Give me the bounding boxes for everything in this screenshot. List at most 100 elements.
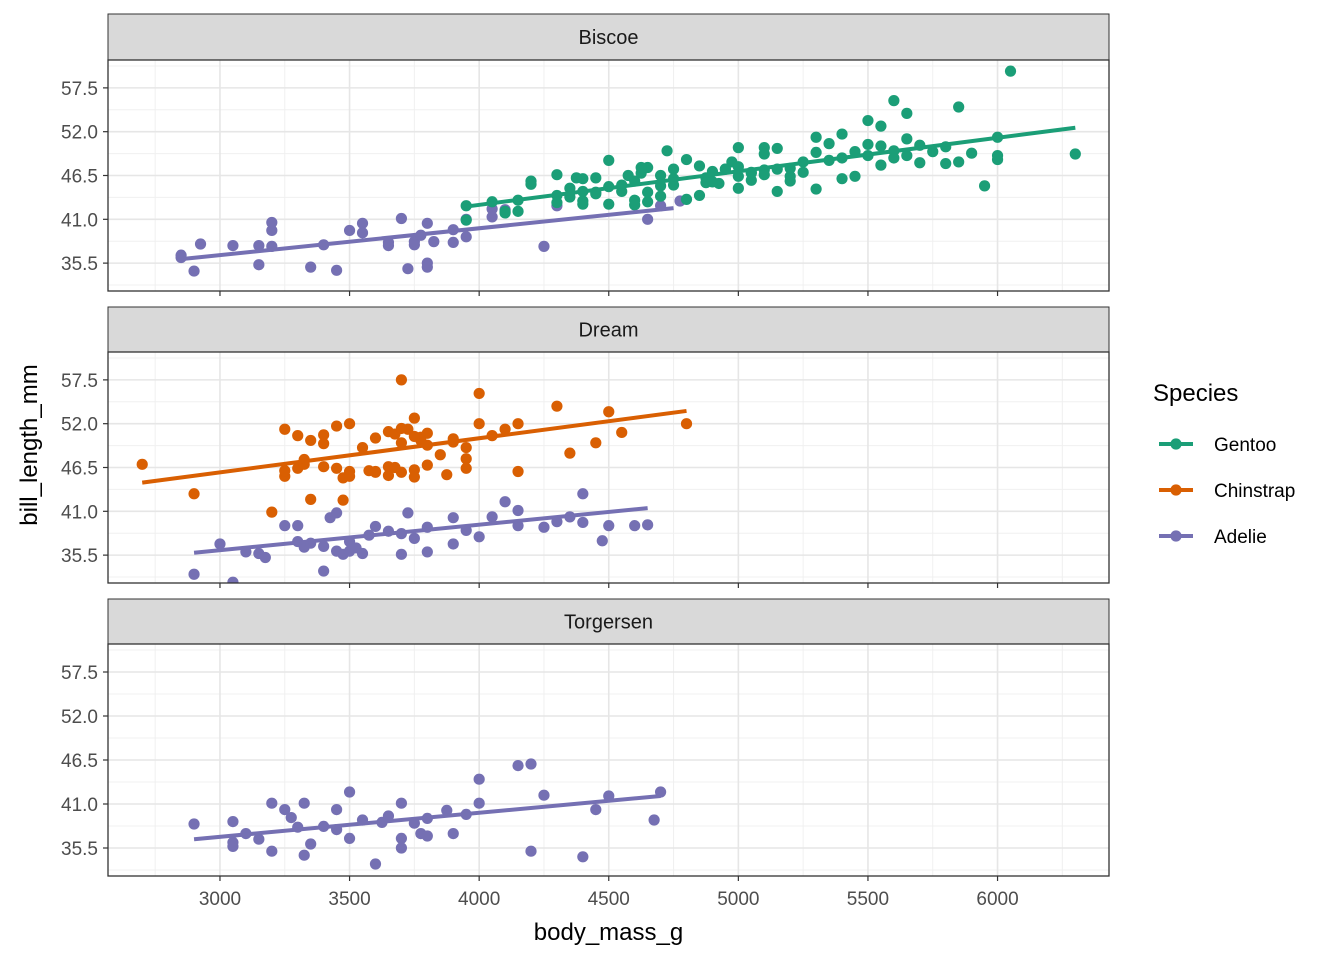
data-point xyxy=(343,470,356,482)
trend-line-gentoo xyxy=(465,125,1076,209)
data-point xyxy=(888,95,900,107)
data-point xyxy=(356,227,369,239)
data-point xyxy=(227,239,239,252)
data-point xyxy=(525,845,537,857)
data-point xyxy=(227,840,239,853)
data-point xyxy=(369,858,382,870)
data-point xyxy=(331,507,343,519)
facet-strip xyxy=(107,13,1110,61)
trend-line-adelie xyxy=(193,794,661,842)
data-point xyxy=(473,418,485,430)
y-tick-label: 57.5 xyxy=(61,371,98,392)
data-point xyxy=(318,565,330,577)
data-point xyxy=(395,374,408,386)
data-point xyxy=(771,185,783,198)
y-axis-title: bill_length_mm xyxy=(16,364,43,525)
data-point xyxy=(259,551,271,564)
data-point xyxy=(590,804,602,816)
data-point xyxy=(188,568,200,580)
data-point xyxy=(667,163,680,175)
data-point xyxy=(953,101,965,113)
data-point xyxy=(771,142,783,155)
x-tick-label: 4000 xyxy=(458,889,500,910)
data-point xyxy=(849,170,861,182)
data-point xyxy=(901,149,913,162)
data-point xyxy=(538,521,550,533)
data-point xyxy=(356,547,369,560)
data-point xyxy=(875,120,887,132)
data-point xyxy=(642,213,654,225)
data-point xyxy=(428,236,440,248)
data-point xyxy=(214,538,226,550)
y-tick-label: 46.5 xyxy=(61,751,98,772)
data-point xyxy=(266,216,278,229)
data-point xyxy=(570,172,582,184)
data-point xyxy=(395,832,408,845)
data-point xyxy=(337,494,349,506)
data-point xyxy=(499,205,511,217)
data-point xyxy=(525,758,537,770)
data-point xyxy=(473,387,485,400)
y-tick-label: 46.5 xyxy=(61,167,98,188)
data-point xyxy=(194,238,207,250)
data-point xyxy=(914,157,926,169)
y-tick-label: 52.0 xyxy=(61,415,98,436)
data-point xyxy=(382,810,395,822)
data-point xyxy=(680,418,693,430)
x-tick-label: 4500 xyxy=(588,889,630,910)
data-point xyxy=(590,437,602,449)
legend-label: Adelie xyxy=(1214,527,1267,548)
data-point xyxy=(395,422,408,435)
data-point xyxy=(343,224,356,237)
legend-item-gentoo: Gentoo xyxy=(1159,435,1276,456)
data-point xyxy=(318,540,330,552)
data-point xyxy=(343,832,356,845)
data-point xyxy=(331,264,343,276)
data-point xyxy=(758,169,770,181)
data-point xyxy=(551,400,563,412)
data-point xyxy=(648,814,660,826)
data-point xyxy=(266,797,278,809)
data-point xyxy=(408,471,420,483)
data-point xyxy=(551,169,563,181)
data-point xyxy=(1069,148,1081,160)
data-point xyxy=(525,178,537,190)
data-point xyxy=(292,430,304,442)
data-point xyxy=(590,172,602,184)
data-point xyxy=(434,449,446,461)
legend-entries: Gentoo Chinstrap Adelie xyxy=(1159,435,1295,548)
data-point xyxy=(298,849,310,861)
data-point xyxy=(298,797,310,809)
data-point xyxy=(421,217,433,229)
data-point xyxy=(538,240,550,252)
data-point xyxy=(343,418,356,430)
y-tick-label: 41.0 xyxy=(61,502,98,523)
facet-panels: Biscoe 35.5 41.0 46.5 52.0 57.5 Dream 35.5 41.0 4… xyxy=(61,13,1110,881)
data-point xyxy=(661,145,673,157)
data-point xyxy=(784,175,796,187)
legend-label: Chinstrap xyxy=(1214,481,1295,502)
data-point xyxy=(512,465,524,478)
data-point xyxy=(266,224,278,237)
data-point xyxy=(389,461,401,474)
data-point xyxy=(642,186,654,198)
y-tick-label: 35.5 xyxy=(61,546,98,567)
data-point xyxy=(408,532,420,544)
data-point xyxy=(629,199,641,211)
data-point xyxy=(402,263,414,275)
series-chinstrap xyxy=(136,374,693,518)
data-point xyxy=(1004,65,1017,77)
data-point xyxy=(460,441,472,454)
data-point xyxy=(875,159,887,171)
data-point xyxy=(441,469,453,481)
data-point xyxy=(693,160,706,172)
data-point xyxy=(978,180,991,192)
data-point xyxy=(901,107,913,119)
data-point xyxy=(538,789,550,801)
data-point xyxy=(940,157,952,170)
data-point xyxy=(551,196,563,209)
data-point xyxy=(395,842,408,854)
data-point xyxy=(966,147,978,159)
legend-title: Species xyxy=(1153,380,1238,407)
x-axis: 3000 3500 4000 4500 5000 5500 6000 xyxy=(199,889,1019,910)
